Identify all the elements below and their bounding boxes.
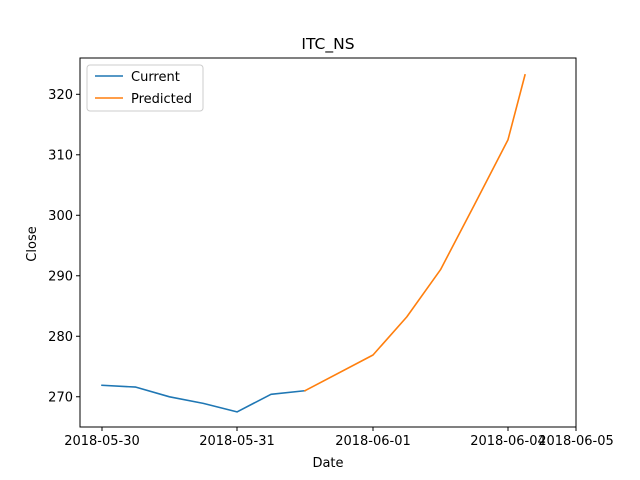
x-tick-label: 2018-06-01 (335, 434, 411, 449)
axes-frame (79, 57, 577, 428)
legend: Current Predicted (86, 64, 204, 112)
y-axis-label: Close (25, 226, 40, 261)
y-tick-label: 280 (48, 330, 73, 345)
chart-title: ITC_NS (301, 35, 354, 54)
y-tick-label: 270 (48, 390, 73, 405)
y-tick-label: 310 (48, 148, 73, 163)
y-tick-label: 300 (48, 209, 73, 224)
series-line-current (101, 384, 306, 413)
y-tick-label: 290 (48, 269, 73, 284)
series-line-predicted (303, 73, 526, 392)
x-tick-label: 2018-06-05 (538, 434, 614, 449)
legend-label-predicted: Predicted (131, 92, 192, 107)
legend-label-current: Current (131, 70, 180, 85)
x-axis-label: Date (312, 456, 343, 471)
x-tick-label: 2018-05-30 (64, 434, 140, 449)
plot-area (101, 73, 526, 413)
x-tick-label: 2018-05-31 (199, 434, 275, 449)
x-tick-label: 2018-06-04 (470, 434, 546, 449)
y-tick-label: 320 (48, 88, 73, 103)
axes: 2018-05-30 2018-05-31 2018-06-01 2018-06-04… (48, 57, 614, 449)
